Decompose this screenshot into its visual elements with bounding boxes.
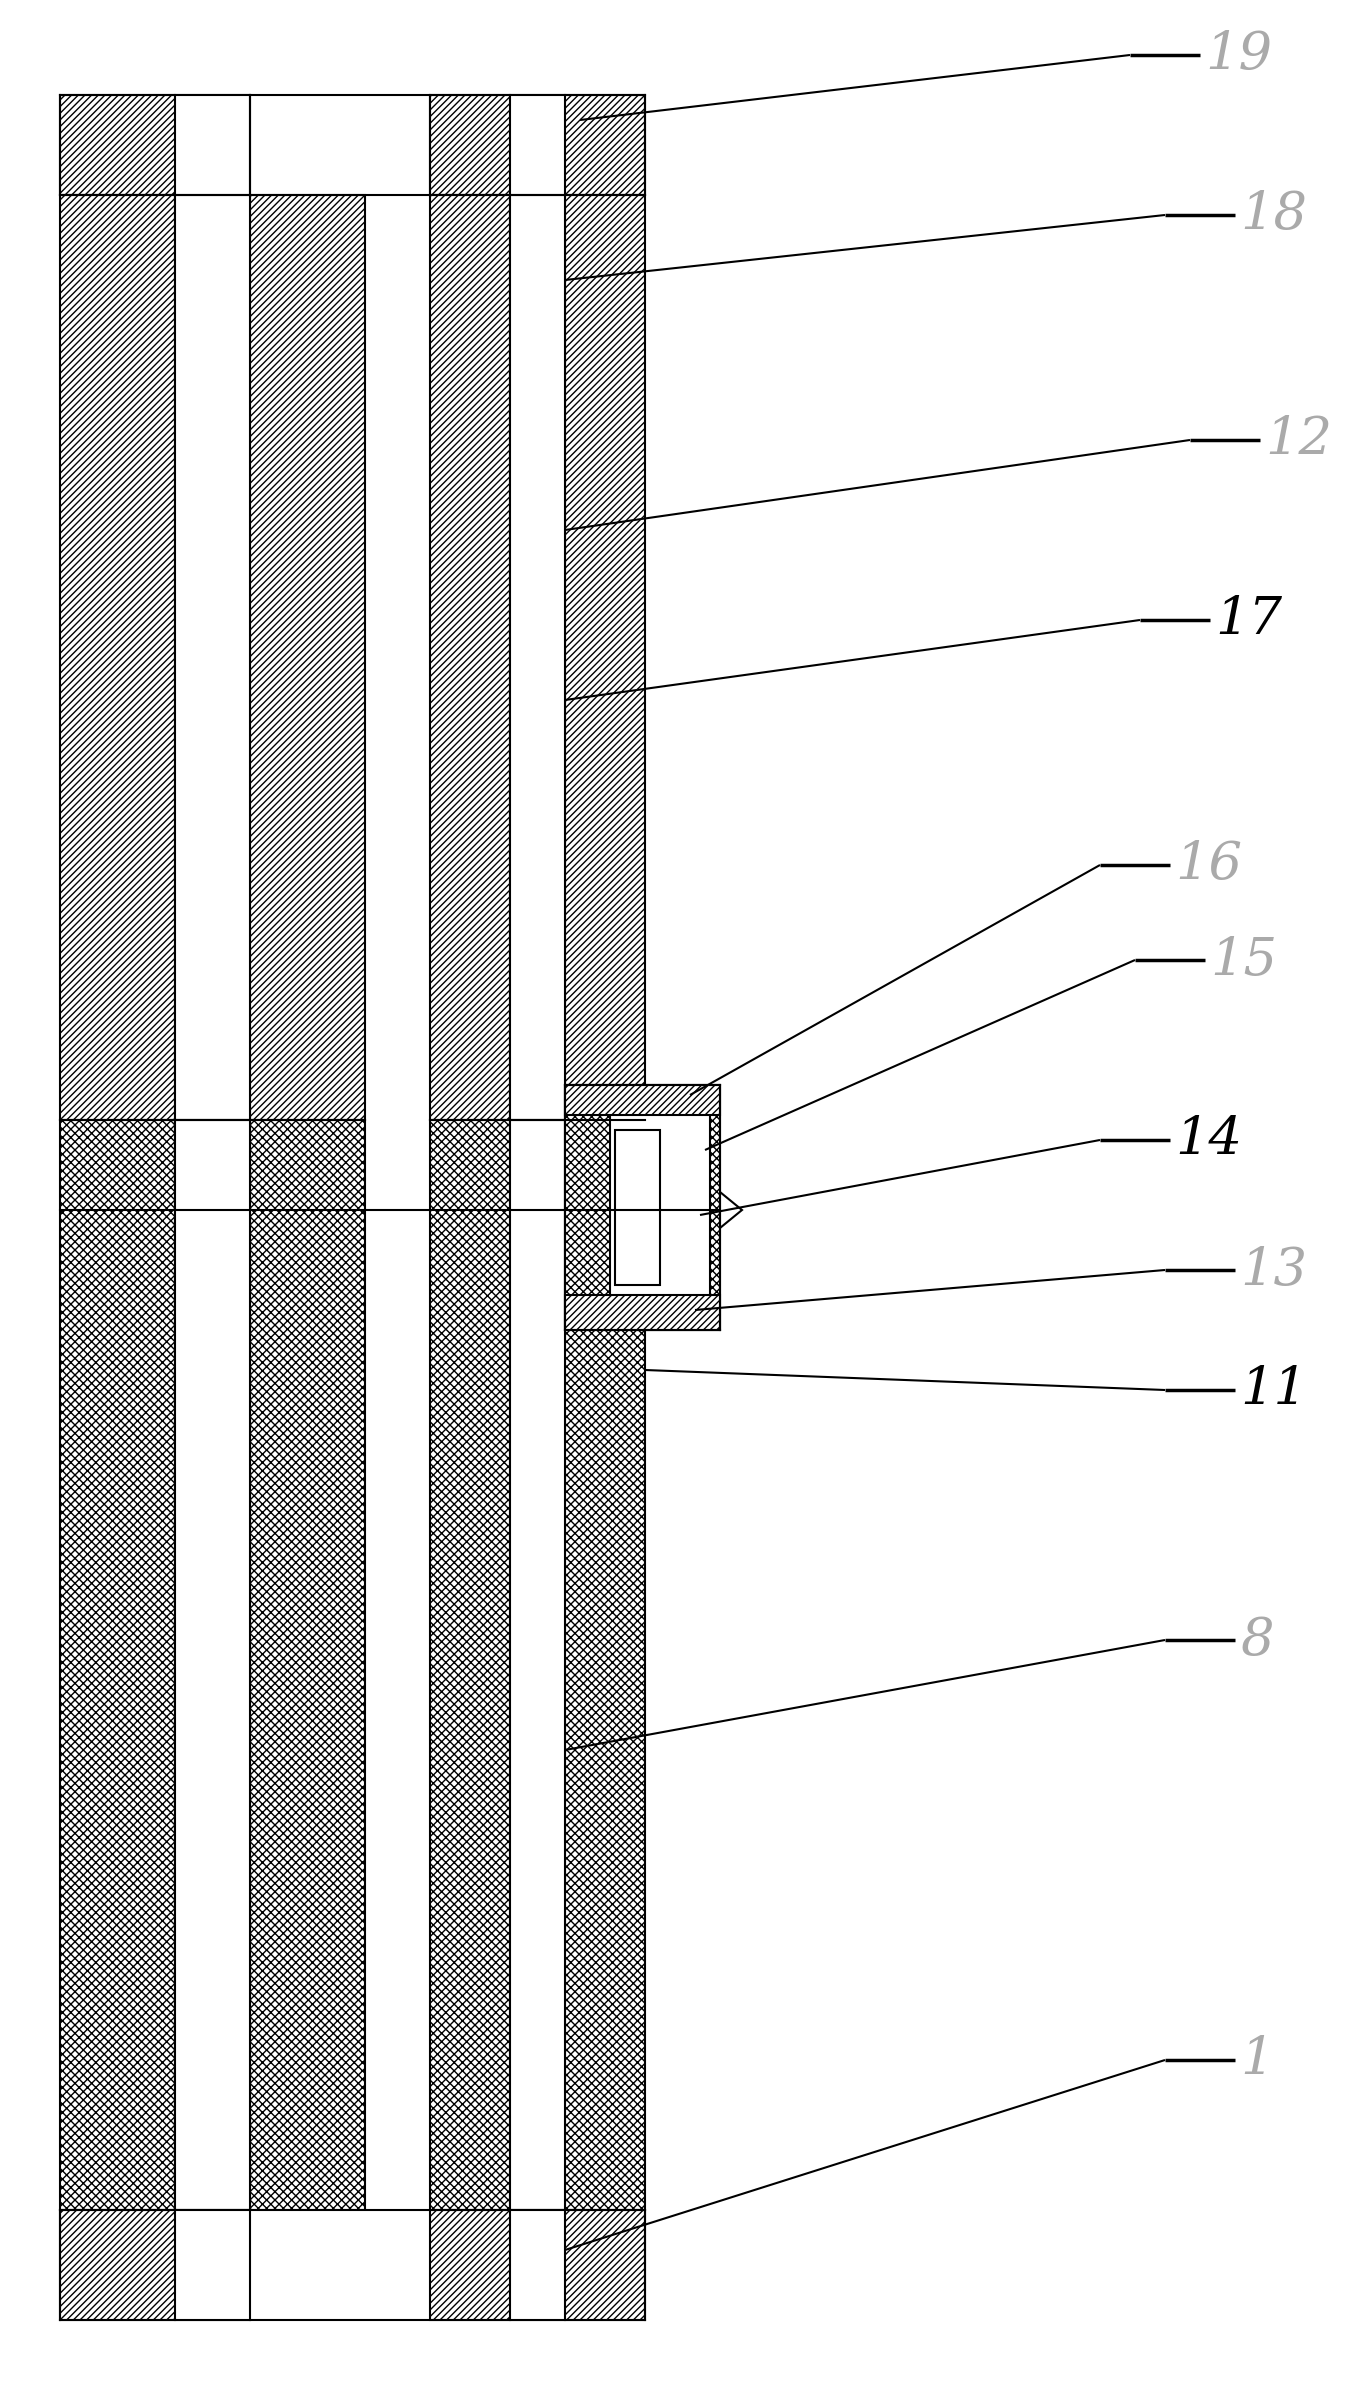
Bar [250,1119,365,2210]
Bar [565,1086,720,1330]
Bar [431,2210,645,2320]
Bar [510,2210,565,2320]
Text: 17: 17 [1215,596,1282,646]
Text: 18: 18 [1240,189,1307,242]
Text: 19: 19 [1204,29,1273,81]
Bar [60,196,175,1119]
Text: 11: 11 [1240,1363,1307,1416]
Bar [610,1110,709,1306]
Bar [510,196,565,1119]
Bar [60,1119,175,2210]
Text: 13: 13 [1240,1244,1307,1296]
Bar [565,1086,720,1115]
Polygon shape [720,1191,742,1227]
Text: 16: 16 [1176,840,1243,890]
Bar [250,196,365,1119]
Bar [431,1119,510,2210]
Bar [615,1129,660,1285]
Bar [510,96,565,196]
Text: 12: 12 [1264,414,1331,466]
Bar [60,96,250,196]
Bar [510,1119,565,2210]
Bar [565,1294,720,1330]
Text: 1: 1 [1240,2036,1274,2086]
Text: 14: 14 [1176,1115,1243,1165]
Bar [175,1119,250,2210]
Bar [175,96,250,196]
Text: 15: 15 [1210,935,1277,986]
Bar [250,2210,431,2320]
Bar [565,196,645,1119]
Text: 8: 8 [1240,1615,1274,1665]
Bar [565,1119,645,2210]
Bar [175,196,250,1119]
Bar [431,196,510,1119]
Bar [431,96,645,196]
Bar [250,96,431,196]
Bar [175,2210,250,2320]
Bar [60,2210,250,2320]
